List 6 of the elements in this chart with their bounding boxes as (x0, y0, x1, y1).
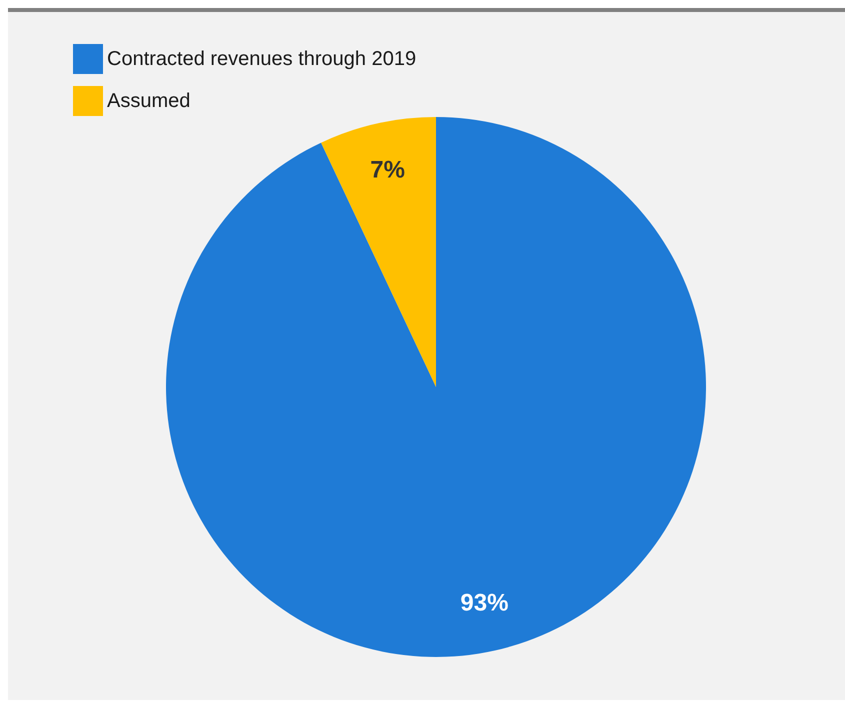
data-label: 93% (460, 590, 508, 617)
pie-slice (166, 117, 706, 657)
legend-label: Contracted revenues through 2019 (107, 48, 416, 70)
legend-label: Assumed (107, 90, 190, 112)
pie-slice (321, 117, 436, 387)
data-label: 7% (370, 156, 405, 184)
